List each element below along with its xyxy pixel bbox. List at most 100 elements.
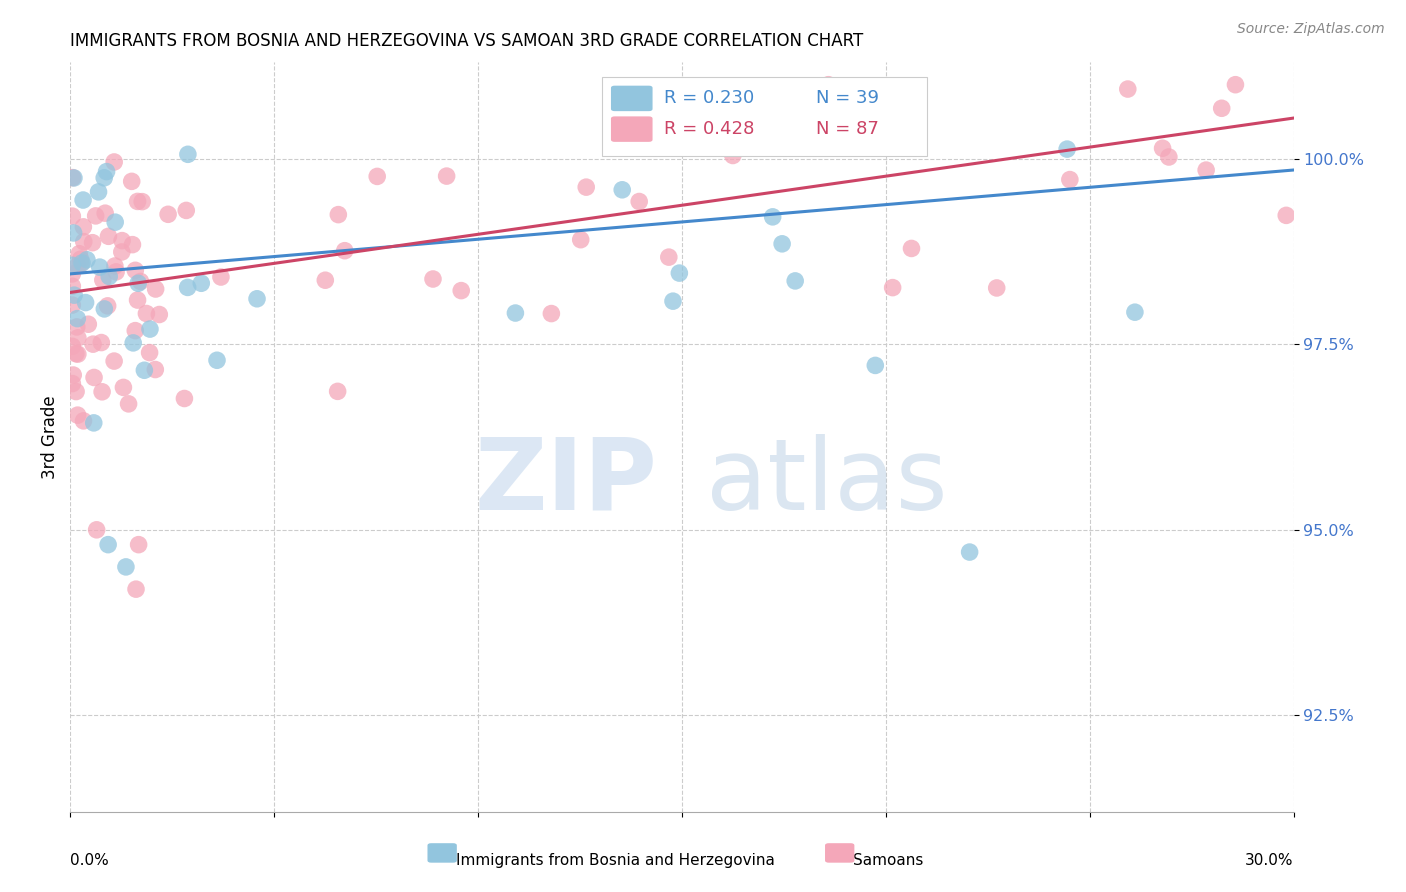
Text: Immigrants from Bosnia and Herzegovina: Immigrants from Bosnia and Herzegovina	[456, 853, 775, 868]
FancyBboxPatch shape	[427, 843, 457, 863]
Point	[66, 347, 89, 361]
Text: R = 0.428: R = 0.428	[664, 120, 754, 138]
Point	[76, 252, 98, 267]
Point	[422, 272, 444, 286]
Point	[111, 244, 134, 259]
Point	[986, 281, 1008, 295]
Point	[450, 284, 472, 298]
Text: ZIP: ZIP	[475, 434, 658, 531]
Point	[246, 292, 269, 306]
Point	[328, 208, 350, 222]
Point	[176, 280, 198, 294]
Point	[66, 259, 89, 273]
Point	[770, 236, 793, 251]
Point	[93, 301, 115, 316]
FancyBboxPatch shape	[612, 86, 652, 112]
Point	[127, 194, 149, 209]
Point	[112, 380, 135, 394]
Point	[366, 169, 388, 184]
Point	[138, 345, 160, 359]
Point	[145, 282, 167, 296]
Point	[148, 308, 170, 322]
Point	[173, 392, 195, 406]
Point	[65, 384, 87, 399]
Point	[94, 206, 117, 220]
Point	[1056, 142, 1078, 156]
Point	[66, 408, 89, 422]
Point	[127, 277, 149, 291]
Point	[105, 265, 128, 279]
Point	[628, 194, 651, 209]
Point	[1123, 305, 1146, 319]
FancyBboxPatch shape	[612, 116, 652, 142]
Point	[90, 335, 112, 350]
Point	[87, 185, 110, 199]
Point	[70, 256, 93, 270]
Point	[98, 269, 121, 284]
Point	[67, 246, 90, 260]
Point	[125, 582, 148, 596]
Point	[1059, 172, 1081, 186]
Point	[111, 234, 134, 248]
Point	[762, 210, 785, 224]
Point	[127, 293, 149, 307]
Point	[209, 270, 232, 285]
Text: Samoans: Samoans	[853, 853, 924, 868]
Point	[505, 306, 527, 320]
Point	[73, 235, 96, 249]
Point	[569, 233, 592, 247]
Y-axis label: 3rd Grade: 3rd Grade	[41, 395, 59, 479]
FancyBboxPatch shape	[602, 78, 927, 156]
Point	[60, 279, 83, 293]
Point	[60, 209, 83, 223]
Text: Source: ZipAtlas.com: Source: ZipAtlas.com	[1237, 22, 1385, 37]
Point	[121, 174, 143, 188]
Point	[69, 252, 91, 267]
Point	[60, 267, 83, 281]
Text: N = 87: N = 87	[817, 120, 879, 138]
Point	[83, 370, 105, 384]
Point	[752, 132, 775, 146]
Point	[129, 275, 152, 289]
Point	[1157, 150, 1180, 164]
Point	[124, 263, 146, 277]
Text: N = 39: N = 39	[817, 89, 880, 107]
Point	[63, 288, 86, 302]
Point	[82, 337, 104, 351]
Point	[540, 307, 562, 321]
Point	[1225, 78, 1247, 92]
Text: 0.0%: 0.0%	[70, 853, 110, 868]
Point	[662, 294, 685, 309]
Point	[314, 273, 336, 287]
Point	[66, 320, 89, 334]
Point	[721, 148, 744, 162]
Text: 30.0%: 30.0%	[1246, 853, 1294, 868]
Point	[97, 229, 120, 244]
Point	[326, 384, 349, 399]
Point	[190, 277, 212, 291]
Point	[612, 183, 634, 197]
Point	[131, 194, 153, 209]
Point	[117, 397, 139, 411]
Point	[97, 299, 120, 313]
Point	[65, 346, 87, 360]
Point	[817, 78, 839, 92]
Point	[157, 207, 180, 221]
Point	[865, 359, 887, 373]
Point	[135, 306, 157, 320]
Point	[103, 354, 125, 368]
Point	[139, 322, 162, 336]
Point	[60, 298, 83, 312]
Point	[959, 545, 981, 559]
Text: atlas: atlas	[706, 434, 948, 531]
Point	[96, 164, 118, 178]
Point	[97, 538, 120, 552]
Point	[91, 273, 114, 287]
Point	[785, 274, 807, 288]
Point	[128, 538, 150, 552]
Point	[89, 260, 111, 274]
Point	[115, 560, 138, 574]
Point	[60, 258, 83, 272]
Point	[882, 280, 904, 294]
Point	[122, 335, 145, 350]
